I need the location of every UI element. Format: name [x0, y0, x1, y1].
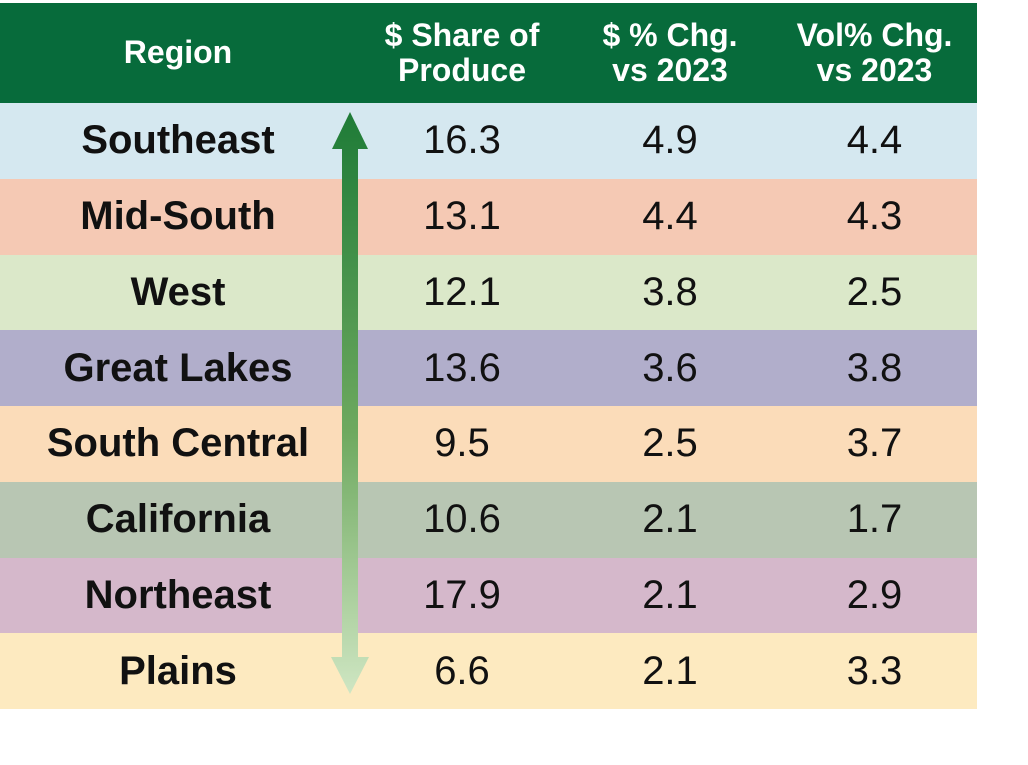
- header-dollar-pct-line2: vs 2023: [612, 52, 728, 88]
- region-cell: California: [85, 497, 271, 542]
- share-of-produce-cell: 10.6: [423, 497, 501, 542]
- share-of-produce-cell: 12.1: [423, 269, 501, 314]
- header-share-line2: Produce: [397, 52, 527, 88]
- table-row: California 10.6 2.1 1.7: [0, 481, 977, 558]
- vol-pct-chg-cell: 4.4: [846, 118, 903, 163]
- dollar-pct-chg-cell: 2.1: [642, 648, 698, 693]
- table-row: Great Lakes 13.6 3.6 3.8: [0, 330, 977, 406]
- header-vol-pct-line1: Vol% Chg.: [796, 16, 953, 53]
- table-row: West 12.1 3.8 2.5: [0, 254, 977, 331]
- vol-pct-chg-cell: 2.9: [846, 572, 903, 617]
- vol-pct-chg-cell: 3.8: [846, 345, 903, 390]
- share-of-produce-cell: 17.9: [423, 572, 501, 617]
- header-cell-region: Region: [0, 3, 356, 103]
- dollar-pct-chg-cell: 3.8: [642, 269, 698, 314]
- dollar-pct-chg-cell: 2.1: [642, 572, 698, 617]
- vol-pct-chg-cell: 1.7: [846, 497, 903, 542]
- header-cell-share: $ Share of Produce: [356, 3, 568, 103]
- header-dollar-pct-line1: $ % Chg.: [602, 16, 738, 53]
- region-cell: Great Lakes: [63, 345, 293, 390]
- table-header: Region $ Share of Produce $ % Chg. vs 20…: [0, 3, 977, 103]
- region-cell: South Central: [46, 421, 310, 466]
- share-of-produce-cell: 9.5: [434, 421, 490, 466]
- header-vol-pct-line2: vs 2023: [816, 52, 933, 88]
- header-region-line1: Region: [123, 34, 233, 71]
- table-row: Mid-South 13.1 4.4 4.3: [0, 178, 977, 255]
- region-cell: West: [130, 269, 226, 314]
- dollar-pct-chg-cell: 4.9: [642, 118, 698, 163]
- region-cell: Northeast: [84, 572, 272, 617]
- table-row: Plains 6.6 2.1 3.3: [0, 633, 977, 709]
- region-cell: Southeast: [81, 118, 275, 163]
- header-cell-dollar-pct-chg: $ % Chg. vs 2023: [568, 3, 772, 103]
- dollar-pct-chg-cell: 2.1: [642, 497, 698, 542]
- header-cell-vol-pct-chg: Vol% Chg. vs 2023: [772, 3, 977, 103]
- region-cell: Plains: [119, 648, 237, 693]
- vol-pct-chg-cell: 4.3: [846, 194, 903, 239]
- dollar-pct-chg-cell: 3.6: [642, 345, 698, 390]
- vol-pct-chg-cell: 3.7: [846, 421, 903, 466]
- vol-pct-chg-cell: 2.5: [846, 269, 903, 314]
- header-share-line1: $ Share of: [384, 16, 540, 53]
- region-cell: Mid-South: [80, 194, 276, 239]
- vol-pct-chg-cell: 3.3: [846, 648, 903, 693]
- table-row: Northeast 17.9 2.1 2.9: [0, 557, 977, 634]
- share-of-produce-cell: 6.6: [434, 648, 490, 693]
- region-performance-table: Region $ Share of Produce $ % Chg. vs 20…: [0, 3, 977, 709]
- dollar-pct-chg-cell: 4.4: [642, 194, 698, 239]
- table-body: Southeast 16.3 4.9 4.4 Mid-South 13.1 4.…: [0, 103, 977, 709]
- share-of-produce-cell: 13.6: [423, 345, 501, 390]
- table-row: South Central 9.5 2.5 3.7: [0, 406, 977, 482]
- dollar-pct-chg-cell: 2.5: [642, 421, 698, 466]
- share-of-produce-cell: 16.3: [423, 118, 501, 163]
- table-row: Southeast 16.3 4.9 4.4: [0, 103, 977, 179]
- share-of-produce-cell: 13.1: [423, 194, 501, 239]
